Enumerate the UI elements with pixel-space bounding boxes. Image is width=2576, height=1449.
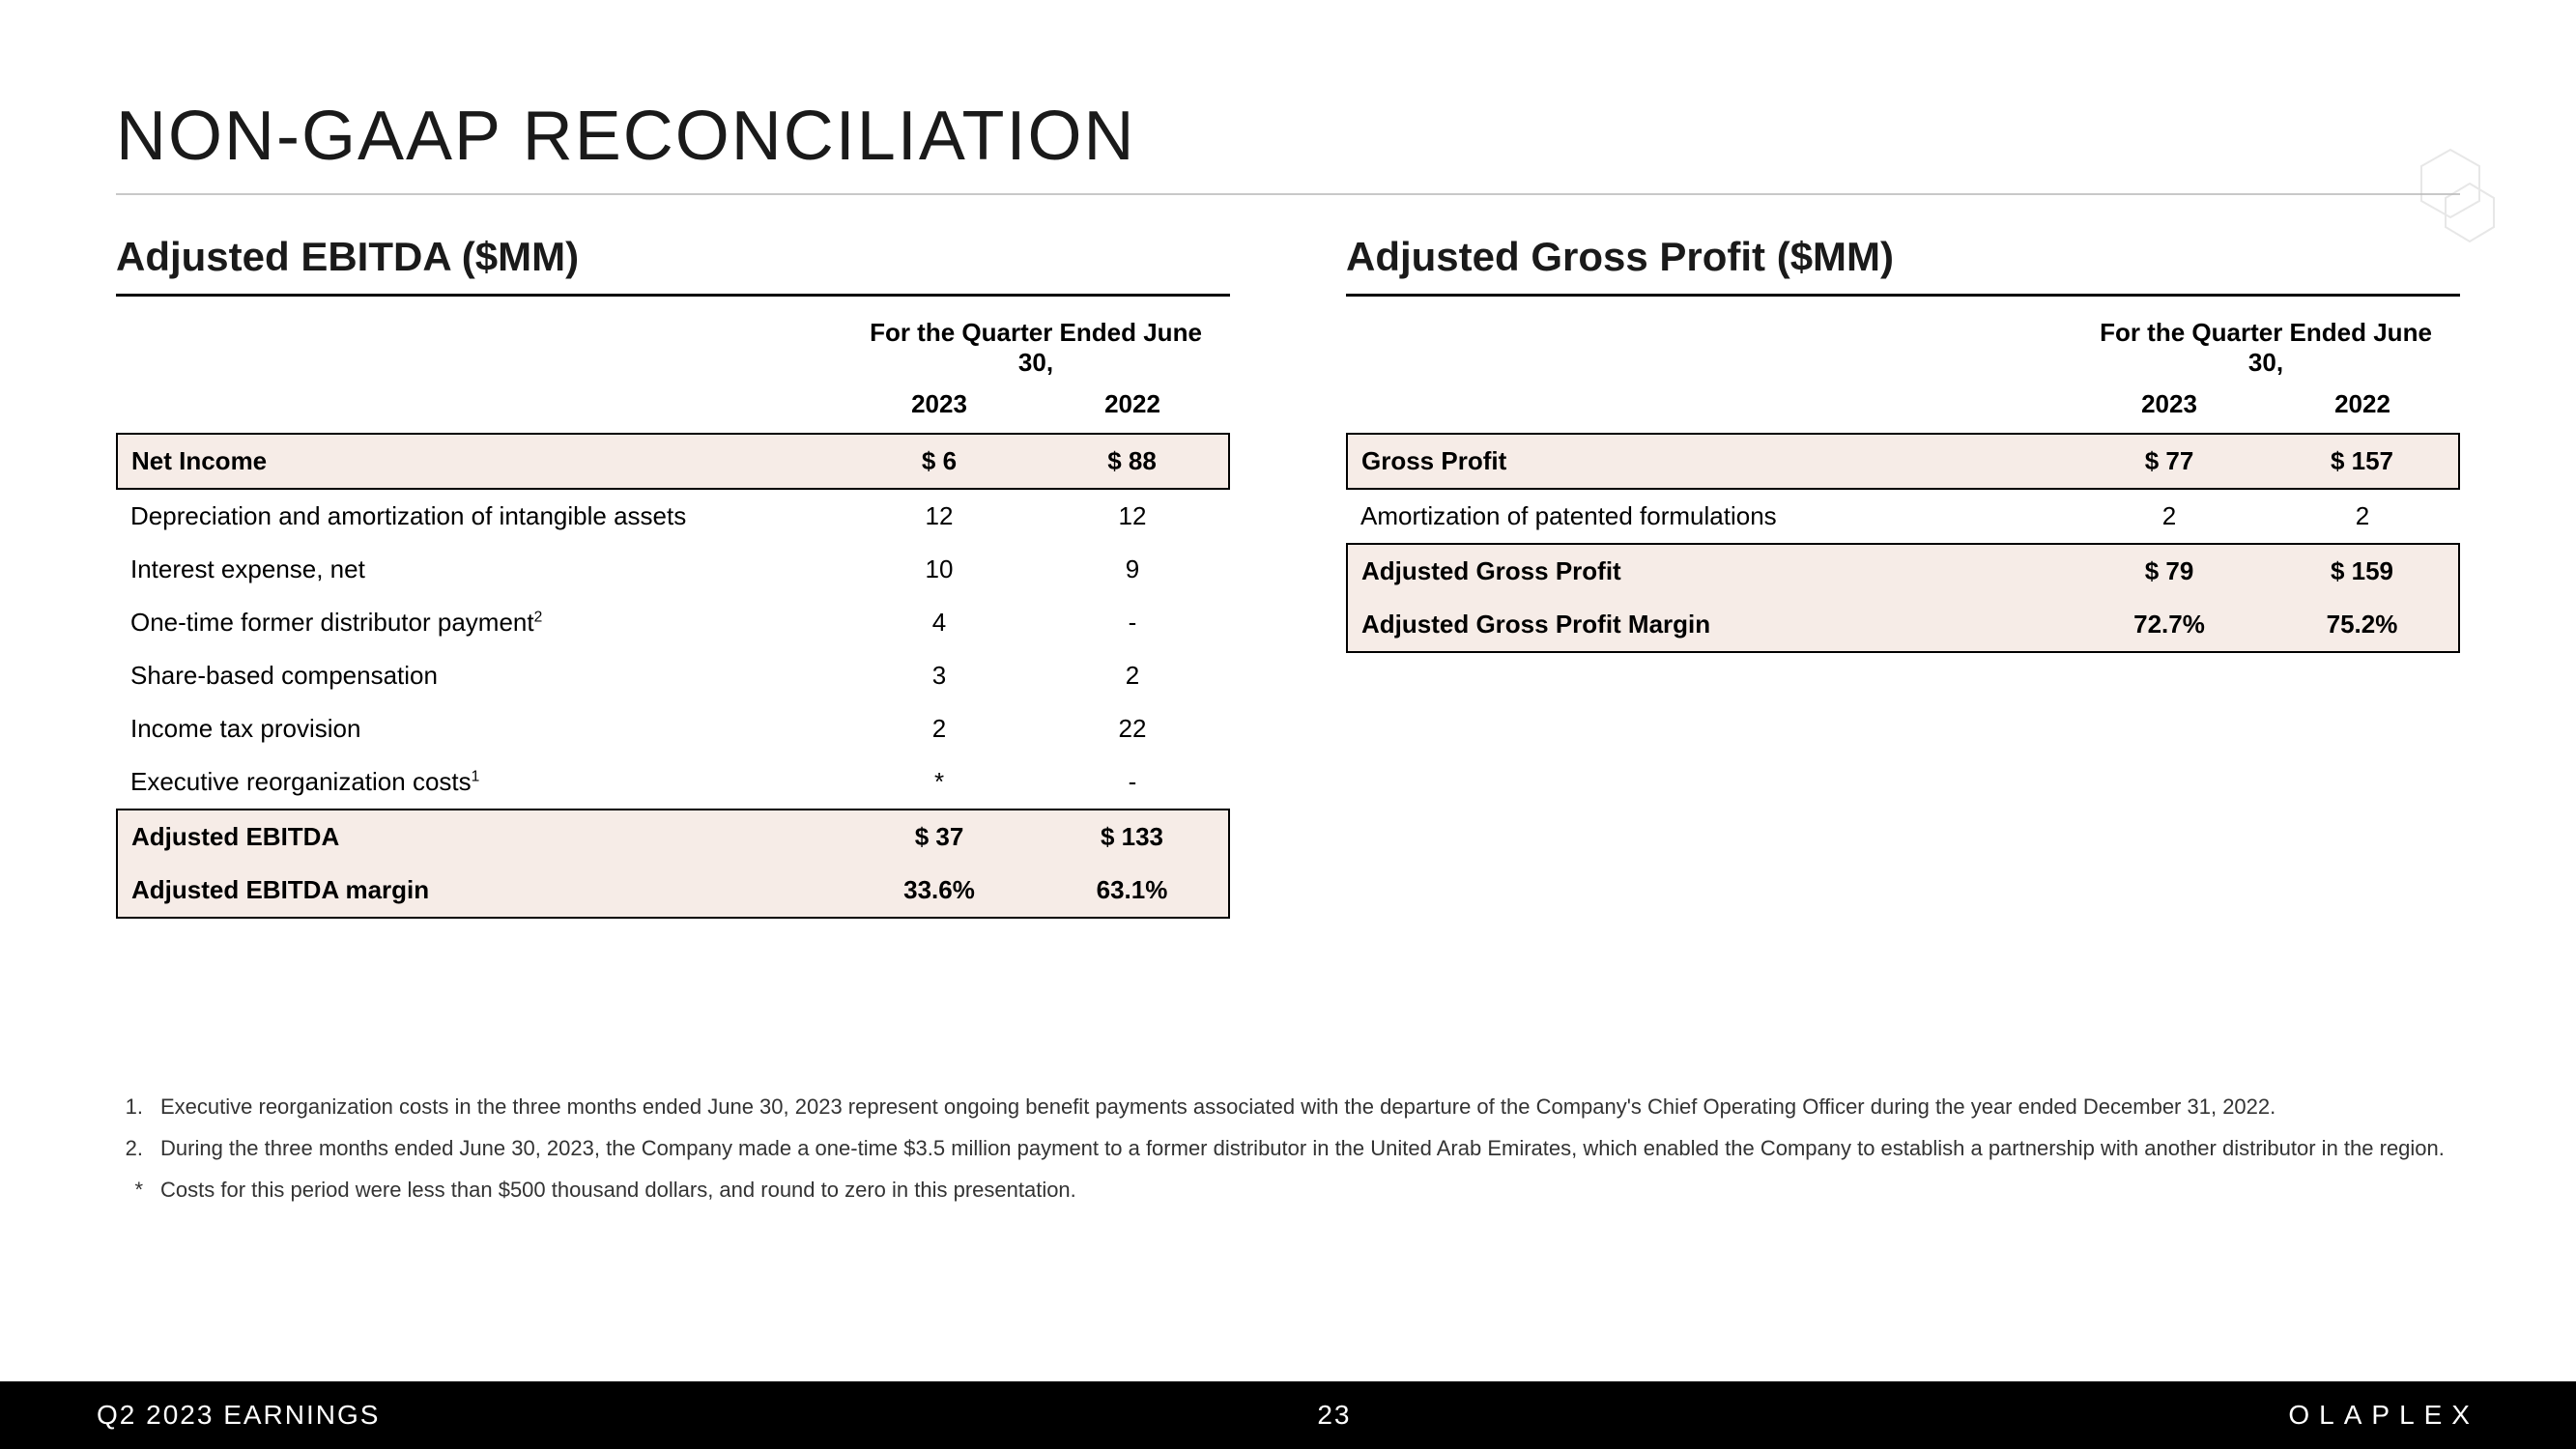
- right-period-header: For the Quarter Ended June 30,: [2073, 306, 2459, 384]
- row-value: 2: [1036, 649, 1229, 702]
- ebitda-row: Income tax provision222: [117, 702, 1229, 755]
- content-area: NON-GAAP RECONCILIATION Adjusted EBITDA …: [0, 0, 2576, 1205]
- row-label: Net Income: [117, 434, 843, 489]
- row-value: 9: [1036, 543, 1229, 596]
- two-column-layout: Adjusted EBITDA ($MM) For the Quarter En…: [116, 234, 2460, 919]
- adjusted-gross-profit-table: For the Quarter Ended June 30, 2023 2022…: [1346, 306, 2460, 653]
- footnote: 2. During the three months ended June 30,…: [116, 1134, 2460, 1164]
- gross-profit-row: Amortization of patented formulations22: [1347, 489, 2459, 544]
- ebitda-row: Adjusted EBITDA margin33.6%63.1%: [117, 864, 1229, 918]
- row-label: Interest expense, net: [117, 543, 843, 596]
- row-label: Amortization of patented formulations: [1347, 489, 2073, 544]
- row-value: 2: [843, 702, 1036, 755]
- row-value: $ 6: [843, 434, 1036, 489]
- right-section-heading: Adjusted Gross Profit ($MM): [1346, 234, 2460, 297]
- row-label: Share-based compensation: [117, 649, 843, 702]
- row-label: Gross Profit: [1347, 434, 2073, 489]
- footnote-marker: *: [116, 1176, 143, 1206]
- left-period-header: For the Quarter Ended June 30,: [843, 306, 1229, 384]
- footnote: 1. Executive reorganization costs in the …: [116, 1093, 2460, 1122]
- ebitda-row: Net Income$ 6$ 88: [117, 434, 1229, 489]
- footnote-text: During the three months ended June 30, 2…: [160, 1134, 2460, 1164]
- row-value: $ 77: [2073, 434, 2266, 489]
- row-value: 12: [843, 489, 1036, 543]
- left-year-2022: 2022: [1036, 384, 1229, 434]
- row-label: Adjusted EBITDA margin: [117, 864, 843, 918]
- row-value: $ 133: [1036, 810, 1229, 864]
- gross-profit-row: Adjusted Gross Profit Margin72.7%75.2%: [1347, 598, 2459, 652]
- row-value: 12: [1036, 489, 1229, 543]
- row-value: 72.7%: [2073, 598, 2266, 652]
- row-label: Executive reorganization costs1: [117, 755, 843, 810]
- footer-brand: OLAPLEX: [2288, 1400, 2479, 1431]
- footnote-ref: 1: [472, 768, 480, 784]
- row-value: 4: [843, 596, 1036, 649]
- slide-footer: Q2 2023 EARNINGS 23 OLAPLEX: [0, 1381, 2576, 1449]
- row-label: Depreciation and amortization of intangi…: [117, 489, 843, 543]
- gross-profit-row: Gross Profit$ 77$ 157: [1347, 434, 2459, 489]
- gross-profit-row: Adjusted Gross Profit$ 79$ 159: [1347, 544, 2459, 598]
- ebitda-row: Depreciation and amortization of intangi…: [117, 489, 1229, 543]
- footnote-text: Executive reorganization costs in the th…: [160, 1093, 2460, 1122]
- row-label: Income tax provision: [117, 702, 843, 755]
- footer-page-number: 23: [1317, 1400, 1351, 1431]
- page-title: NON-GAAP RECONCILIATION: [116, 97, 2460, 195]
- row-value: 2: [2073, 489, 2266, 544]
- right-year-2022: 2022: [2266, 384, 2459, 434]
- ebitda-row: Share-based compensation32: [117, 649, 1229, 702]
- row-value: 75.2%: [2266, 598, 2459, 652]
- row-label: One-time former distributor payment2: [117, 596, 843, 649]
- footnote-marker: 2.: [116, 1134, 143, 1164]
- row-value: $ 37: [843, 810, 1036, 864]
- left-section-heading: Adjusted EBITDA ($MM): [116, 234, 1230, 297]
- row-value: 10: [843, 543, 1036, 596]
- row-value: 22: [1036, 702, 1229, 755]
- ebitda-row: One-time former distributor payment24-: [117, 596, 1229, 649]
- ebitda-row: Interest expense, net109: [117, 543, 1229, 596]
- footnote-marker: 1.: [116, 1093, 143, 1122]
- row-value: $ 159: [2266, 544, 2459, 598]
- row-value: 33.6%: [843, 864, 1036, 918]
- row-value: $ 88: [1036, 434, 1229, 489]
- left-column: Adjusted EBITDA ($MM) For the Quarter En…: [116, 234, 1230, 919]
- row-value: $ 79: [2073, 544, 2266, 598]
- row-label: Adjusted EBITDA: [117, 810, 843, 864]
- adjusted-ebitda-table: For the Quarter Ended June 30, 2023 2022…: [116, 306, 1230, 919]
- ebitda-row: Adjusted EBITDA$ 37$ 133: [117, 810, 1229, 864]
- slide-page: NON-GAAP RECONCILIATION Adjusted EBITDA …: [0, 0, 2576, 1449]
- row-value: -: [1036, 755, 1229, 810]
- footnote: * Costs for this period were less than $5…: [116, 1176, 2460, 1206]
- row-value: *: [843, 755, 1036, 810]
- row-value: 2: [2266, 489, 2459, 544]
- footnote-text: Costs for this period were less than $50…: [160, 1176, 2460, 1206]
- right-year-2023: 2023: [2073, 384, 2266, 434]
- ebitda-row: Executive reorganization costs1*-: [117, 755, 1229, 810]
- row-value: 3: [843, 649, 1036, 702]
- row-label: Adjusted Gross Profit Margin: [1347, 598, 2073, 652]
- row-value: 63.1%: [1036, 864, 1229, 918]
- right-column: Adjusted Gross Profit ($MM) For the Quar…: [1346, 234, 2460, 919]
- left-year-2023: 2023: [843, 384, 1036, 434]
- row-value: -: [1036, 596, 1229, 649]
- row-label: Adjusted Gross Profit: [1347, 544, 2073, 598]
- footer-left-text: Q2 2023 EARNINGS: [97, 1400, 380, 1431]
- footnote-ref: 2: [534, 609, 543, 625]
- hexagon-decor-icon: [2392, 145, 2499, 251]
- row-value: $ 157: [2266, 434, 2459, 489]
- footnotes: 1. Executive reorganization costs in the …: [116, 1093, 2460, 1205]
